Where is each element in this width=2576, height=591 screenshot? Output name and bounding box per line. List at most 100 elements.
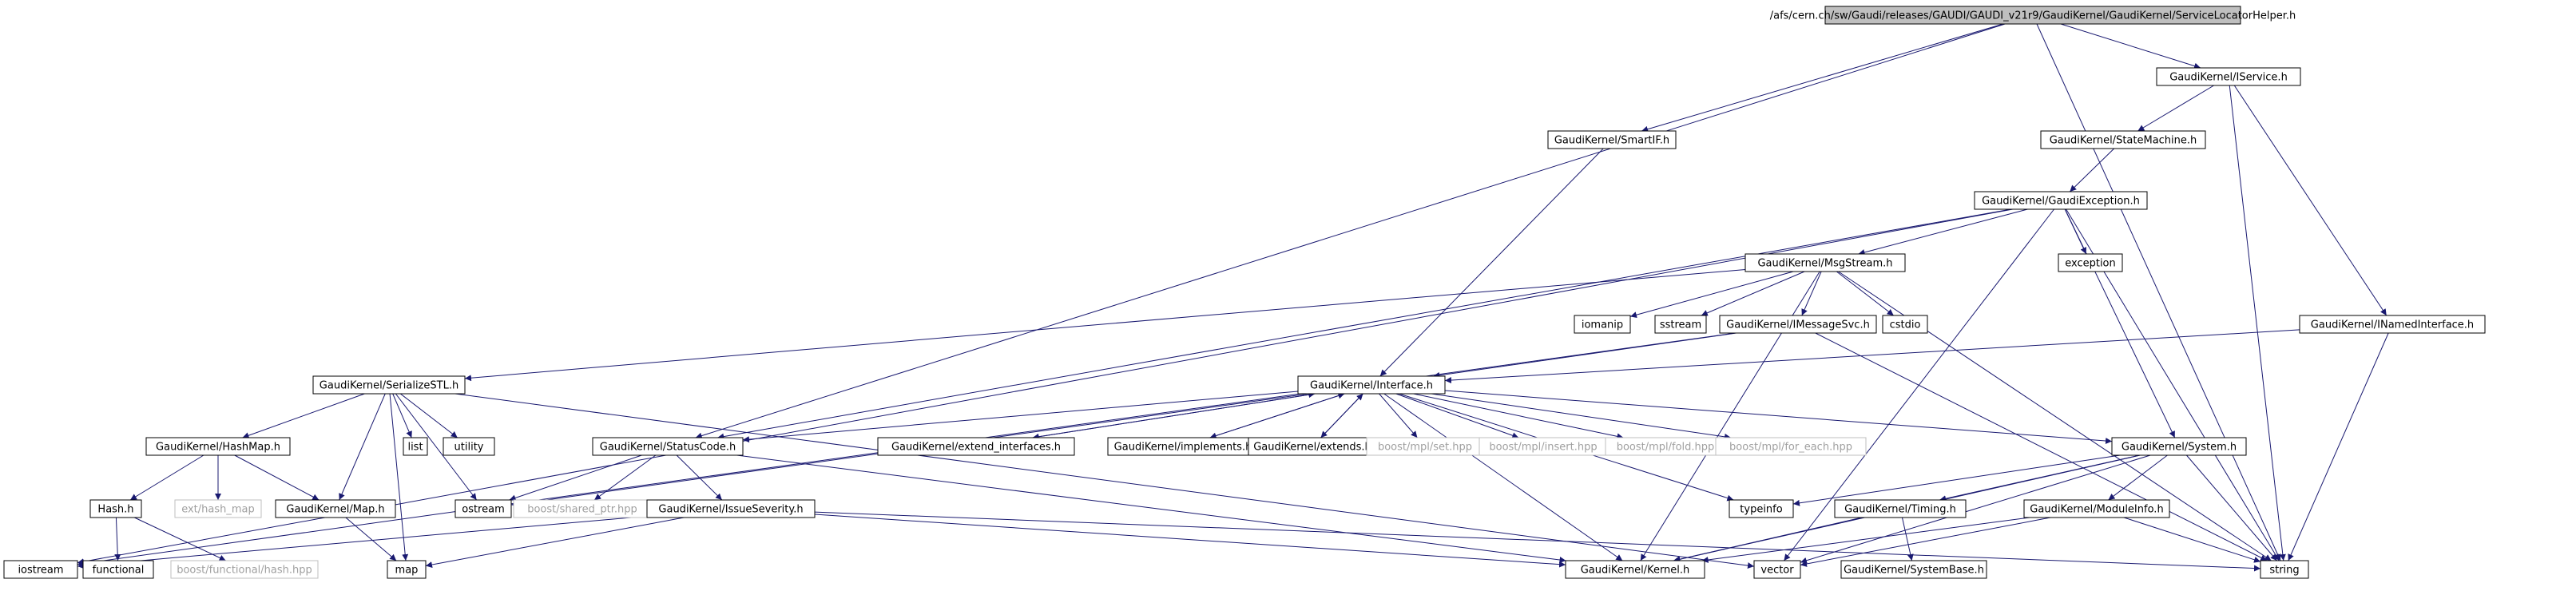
node-box <box>1834 499 1967 518</box>
node-box <box>403 437 428 456</box>
edge-iservice-to-inamedinterface <box>2233 85 2387 316</box>
edge-statuscode-to-shared_ptr <box>593 454 657 501</box>
node-box <box>1547 130 1677 149</box>
edge-imessagesvc-to-string <box>1815 332 2268 561</box>
node-label: iomanip <box>1582 319 1623 331</box>
node-label: GaudiKernel/SystemBase.h <box>1844 565 1984 577</box>
node-box <box>2260 560 2309 579</box>
edge-msgstream-to-imessagesvc <box>1801 271 1822 316</box>
node-ostream[interactable]: ostream <box>454 499 512 518</box>
node-label: GaudiKernel/System.h <box>2122 442 2237 454</box>
edge-root-to-string <box>2036 23 2281 561</box>
edge-issueseverity-to-kernel <box>814 514 1566 568</box>
node-hashmap[interactable]: GaudiKernel/HashMap.h <box>145 437 291 456</box>
node-box <box>2299 315 2486 334</box>
node-box <box>454 499 512 518</box>
node-imessagesvc[interactable]: GaudiKernel/IMessageSvc.h <box>1719 315 1877 334</box>
node-systembase[interactable]: GaudiKernel/SystemBase.h <box>1840 560 1987 579</box>
node-sstream[interactable]: sstream <box>1654 315 1707 334</box>
edge-statuscode-to-issueseverity <box>676 454 723 501</box>
node-string[interactable]: string <box>2260 560 2309 579</box>
node-map[interactable]: map <box>387 560 427 579</box>
node-mpl_fold: boost/mpl/fold.hpp <box>1605 437 1726 456</box>
node-box <box>312 375 466 395</box>
nodes-layer: /afs/cern.ch/sw/Gaudi/releases/GAUDI/GAU… <box>3 6 2486 579</box>
edge-timing-to-kernel <box>1673 517 1863 563</box>
node-label: GaudiKernel/implements.h <box>1114 442 1252 454</box>
edge-gaudiexception-to-msgstream <box>1858 208 2028 256</box>
node-box <box>2023 499 2170 518</box>
edge-interface-to-mpl_fold <box>1413 393 1624 440</box>
node-box <box>82 560 154 579</box>
edge-serializestl-to-vector <box>454 393 1755 569</box>
edge-moduleinfo-to-kernel <box>1701 517 2030 563</box>
node-smartif[interactable]: GaudiKernel/SmartIF.h <box>1547 130 1677 149</box>
node-interface[interactable]: GaudiKernel/Interface.h <box>1297 375 1446 395</box>
node-system[interactable]: GaudiKernel/System.h <box>2111 437 2247 456</box>
node-inamedinterface[interactable]: GaudiKernel/INamedInterface.h <box>2299 315 2486 334</box>
node-mpl_for_each: boost/mpl/for_each.hpp <box>1715 437 1867 456</box>
node-extends[interactable]: GaudiKernel/extends.h <box>1248 437 1377 456</box>
edge-interface-to-mpl_for_each <box>1431 393 1732 440</box>
node-box <box>2040 130 2206 149</box>
edge-gaudiexception-to-system <box>2064 208 2176 438</box>
node-timing[interactable]: GaudiKernel/Timing.h <box>1834 499 1967 518</box>
node-label: iostream <box>18 565 63 577</box>
node-label: GaudiKernel/extend_interfaces.h <box>891 442 1061 454</box>
node-box <box>2058 253 2123 272</box>
node-label: GaudiKernel/Map.h <box>286 504 384 516</box>
node-msgstream[interactable]: GaudiKernel/MsgStream.h <box>1744 253 1906 272</box>
node-label: GaudiKernel/Kernel.h <box>1581 565 1690 577</box>
edge-interface-to-mpl_insert <box>1395 393 1519 439</box>
node-kernel[interactable]: GaudiKernel/Kernel.h <box>1565 560 1705 579</box>
node-list[interactable]: list <box>403 437 428 456</box>
node-box <box>1719 315 1877 334</box>
node-box <box>1840 560 1987 579</box>
node-box <box>3 560 78 579</box>
node-label: GaudiKernel/StateMachine.h <box>2050 135 2197 147</box>
edges-layer <box>77 23 2389 572</box>
node-typeinfo[interactable]: typeinfo <box>1729 499 1794 518</box>
node-ext_hash_map: ext/hash_map <box>174 499 262 518</box>
node-label: boost/mpl/for_each.hpp <box>1729 442 1852 454</box>
node-issueseverity[interactable]: GaudiKernel/IssueSeverity.h <box>646 499 816 518</box>
node-label: cstdio <box>1890 319 1921 331</box>
node-exception[interactable]: exception <box>2058 253 2123 272</box>
node-cstdio[interactable]: cstdio <box>1882 315 1928 334</box>
node-gaudiexception[interactable]: GaudiKernel/GaudiException.h <box>1974 191 2148 210</box>
node-label: GaudiKernel/IssueSeverity.h <box>658 504 803 516</box>
node-hash[interactable]: Hash.h <box>89 499 142 518</box>
node-box <box>1654 315 1707 334</box>
node-label: utility <box>454 442 484 454</box>
node-moduleinfo[interactable]: GaudiKernel/ModuleInfo.h <box>2023 499 2170 518</box>
node-statuscode[interactable]: GaudiKernel/StatusCode.h <box>592 437 744 456</box>
edge-msgstream-to-serializestl <box>464 269 1746 382</box>
node-utility[interactable]: utility <box>443 437 495 456</box>
node-label: GaudiKernel/StatusCode.h <box>600 442 736 454</box>
edge-smartif-to-interface <box>1379 148 1604 377</box>
node-implements[interactable]: GaudiKernel/implements.h <box>1107 437 1259 456</box>
node-box <box>275 499 396 518</box>
edge-system-to-moduleinfo <box>2108 454 2168 501</box>
node-statemachine[interactable]: GaudiKernel/StateMachine.h <box>2040 130 2206 149</box>
edge-hash-to-boost_hash <box>134 517 226 561</box>
node-map_h[interactable]: GaudiKernel/Map.h <box>275 499 396 518</box>
edge-implements-to-interface <box>1209 392 1345 438</box>
edge-statuscode-to-kernel <box>736 454 1566 563</box>
edge-timing-to-systembase <box>1901 517 1914 561</box>
edge-hashmap-to-hash <box>129 454 204 501</box>
node-extend_interfaces[interactable]: GaudiKernel/extend_interfaces.h <box>877 437 1075 456</box>
node-iservice[interactable]: GaudiKernel/IService.h <box>2156 67 2301 86</box>
node-iostream[interactable]: iostream <box>3 560 78 579</box>
edge-system-to-typeinfo <box>1792 454 2121 506</box>
node-functional[interactable]: functional <box>82 560 154 579</box>
edge-root-to-smartif <box>1641 23 2003 133</box>
node-root[interactable]: /afs/cern.ch/sw/Gaudi/releases/GAUDI/GAU… <box>1770 6 2296 25</box>
node-iomanip[interactable]: iomanip <box>1574 315 1631 334</box>
node-label: GaudiKernel/SmartIF.h <box>1554 135 1669 147</box>
node-box <box>170 560 319 579</box>
node-label: functional <box>93 565 145 577</box>
node-vector[interactable]: vector <box>1753 560 1801 579</box>
node-serializestl[interactable]: GaudiKernel/SerializeSTL.h <box>312 375 466 395</box>
